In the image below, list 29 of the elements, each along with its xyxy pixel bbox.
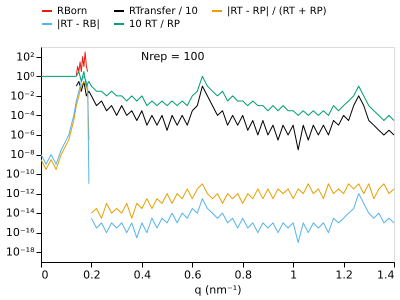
x-tick-label: 1 [290, 268, 298, 282]
legend-label: 10 RT / RP [129, 19, 180, 30]
x-tick-label: 0 [42, 268, 48, 282]
y-tick-label: 10⁻¹⁴ [6, 206, 36, 220]
annotation: Nrep = 100 [141, 50, 204, 63]
y-tick-label: 10⁻¹² [6, 187, 34, 200]
line-series [76, 80, 394, 150]
line-series [76, 52, 88, 77]
legend-label: RBorn [57, 6, 88, 17]
legend-label: RTransfer / 10 [129, 6, 198, 17]
y-tick-label: 10⁻¹⁰ [6, 168, 36, 181]
y-tick-label: 10⁻² [10, 89, 34, 102]
legend-label: |RT - RB| [57, 19, 100, 30]
y-tick-label: 10⁰ [16, 70, 36, 83]
y-tick-label: 10⁻⁸ [10, 148, 36, 161]
y-tick-label: 10² [16, 50, 34, 64]
legend-label: |RT - RP| / (RT + RP) [227, 6, 327, 17]
x-axis-title: q (nm⁻¹) [194, 284, 242, 296]
y-tick-label: 10⁻⁶ [10, 128, 36, 142]
y-tick-label: 10⁻¹⁶ [6, 226, 36, 240]
line-series [40, 71, 394, 122]
x-tick-label: 1.2 [335, 268, 353, 282]
x-tick-label: 0.2 [83, 268, 101, 282]
y-tick-label: 10⁻⁴ [10, 108, 36, 122]
x-tick-label: 1.4 [377, 268, 394, 282]
x-tick-label: 0.6 [184, 268, 202, 282]
x-tick-label: 0.4 [134, 268, 152, 282]
x-tick-label: 0.8 [234, 268, 252, 282]
y-tick-label: 10⁻¹⁸ [6, 246, 36, 259]
